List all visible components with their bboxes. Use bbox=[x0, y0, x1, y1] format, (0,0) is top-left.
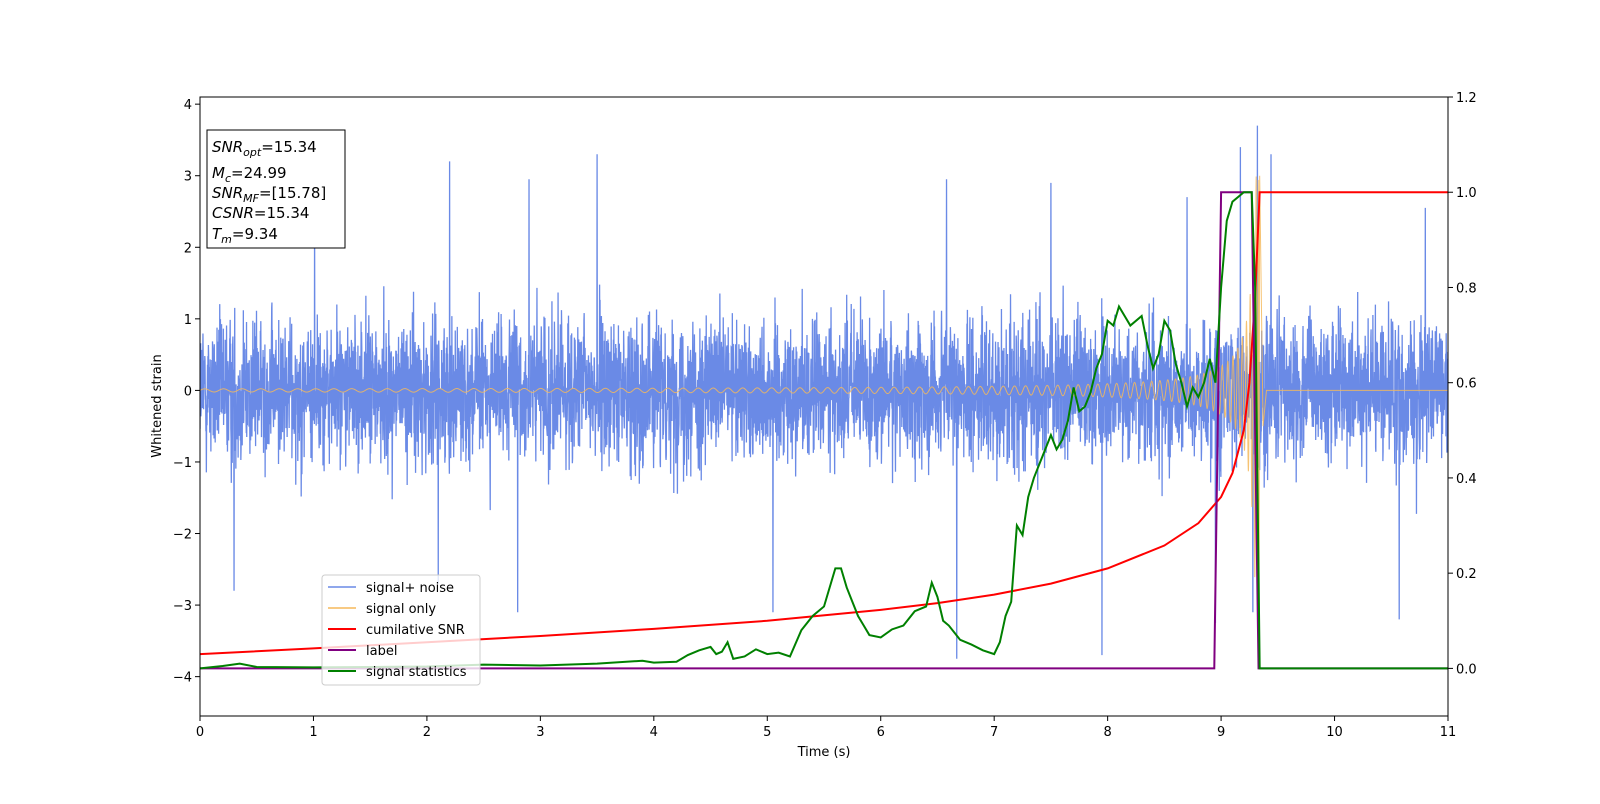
x-tick-label: 0 bbox=[196, 725, 204, 740]
y-right-tick-label: 1.0 bbox=[1456, 186, 1477, 201]
y-axis-left: −4 −3 −2 −1 0 1 2 3 4 bbox=[173, 98, 200, 686]
x-axis-label: Time (s) bbox=[797, 745, 851, 760]
info-tm: Tm=9.34 bbox=[212, 225, 278, 246]
y-left-tick-label: −2 bbox=[173, 528, 192, 543]
y-left-tick-label: 1 bbox=[184, 313, 192, 328]
y-left-tick-label: −1 bbox=[173, 456, 192, 471]
y-right-tick-label: 0.0 bbox=[1456, 662, 1477, 677]
y-left-tick-label: 2 bbox=[184, 241, 192, 256]
info-snr-mf: SNRMF=[15.78] bbox=[212, 184, 326, 205]
y-right-tick-label: 0.6 bbox=[1456, 377, 1477, 392]
series-signal-noise-line bbox=[200, 125, 1448, 659]
y-right-tick-label: 0.4 bbox=[1456, 472, 1477, 487]
x-tick-label: 5 bbox=[763, 725, 771, 740]
legend-frame bbox=[321, 574, 481, 686]
y-left-tick-label: 3 bbox=[184, 170, 192, 185]
info-box-frame bbox=[206, 129, 346, 249]
x-tick-label: 10 bbox=[1326, 725, 1343, 740]
x-axis: 0 1 2 3 4 5 6 7 8 9 10 11 bbox=[196, 716, 1456, 740]
x-tick-label: 6 bbox=[877, 725, 885, 740]
x-tick-label: 1 bbox=[309, 725, 317, 740]
x-tick-label: 9 bbox=[1217, 725, 1225, 740]
x-tick-label: 4 bbox=[650, 725, 658, 740]
y-right-tick-label: 1.2 bbox=[1456, 91, 1477, 106]
x-tick-label: 2 bbox=[423, 725, 431, 740]
legend-label: signal only bbox=[366, 602, 436, 617]
y-right-tick-label: 0.2 bbox=[1456, 567, 1477, 582]
y-right-tick-label: 0.8 bbox=[1456, 281, 1477, 296]
series-cumilative-snr-line bbox=[200, 191, 1448, 656]
y-left-tick-label: 0 bbox=[184, 384, 192, 399]
x-tick-label: 7 bbox=[990, 725, 998, 740]
info-box: SNRopt=15.34 Mc=24.99 SNRMF=[15.78] CSNR… bbox=[206, 129, 346, 249]
x-tick-label: 8 bbox=[1103, 725, 1111, 740]
legend-label: cumilative SNR bbox=[366, 623, 465, 638]
legend-label: signal statistics bbox=[366, 665, 467, 680]
plot-frame bbox=[199, 96, 1449, 717]
legend-label: signal+ noise bbox=[366, 581, 454, 596]
x-tick-label: 3 bbox=[536, 725, 544, 740]
info-csnr: CSNR=15.34 bbox=[212, 204, 309, 222]
y-axis-right: 0.0 0.2 0.4 0.6 0.8 1.0 1.2 bbox=[1448, 91, 1477, 677]
y-left-tick-label: −4 bbox=[173, 671, 192, 686]
y-axis-label: Whitened strain bbox=[150, 354, 165, 457]
y-left-tick-label: −3 bbox=[173, 599, 192, 614]
series-signal-only-line bbox=[200, 175, 1448, 606]
legend: signal+ noise signal only cumilative SNR la… bbox=[321, 574, 481, 686]
info-snr-opt: SNRopt=15.34 bbox=[212, 138, 317, 159]
info-mc: Mc=24.99 bbox=[212, 164, 287, 185]
y-left-tick-label: 4 bbox=[184, 98, 192, 113]
x-tick-label: 11 bbox=[1440, 725, 1457, 740]
series-signal-statistics-line bbox=[200, 191, 1448, 670]
legend-label: label bbox=[366, 644, 397, 659]
series-layer bbox=[200, 125, 1448, 670]
